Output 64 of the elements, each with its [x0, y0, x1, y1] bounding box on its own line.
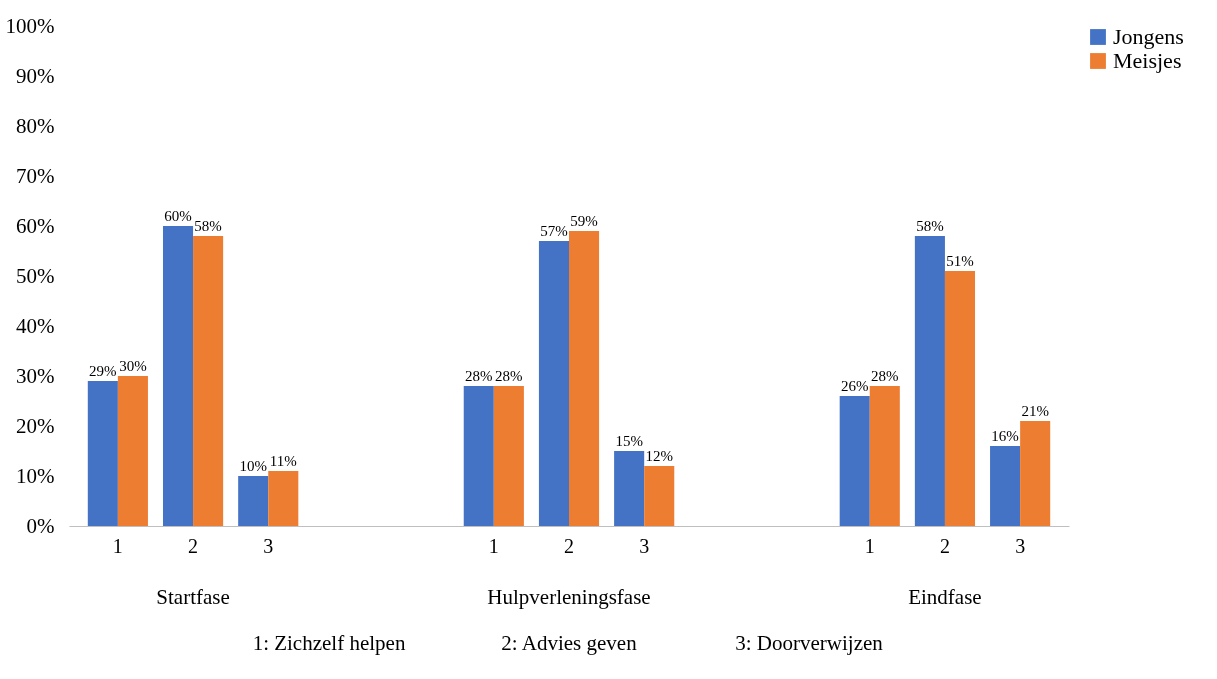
bar	[944, 271, 976, 526]
bar	[569, 231, 600, 526]
y-tick-label: 50%	[16, 263, 55, 288]
text: 1: Zichzelf helpen	[252, 631, 406, 655]
x-tick-label: 1	[488, 534, 499, 557]
bar	[614, 451, 645, 526]
text: Eindfase	[908, 585, 982, 609]
bar	[162, 226, 194, 526]
bar	[268, 471, 299, 526]
data-label: 29%	[89, 363, 117, 379]
y-tick-label: 90%	[16, 63, 55, 88]
data-label: 21%	[1021, 403, 1049, 419]
y-tick-label: 100%	[5, 13, 55, 38]
bar	[644, 466, 675, 526]
bar	[839, 396, 870, 526]
y-tick-label: 80%	[16, 113, 55, 138]
data-label: 59%	[570, 213, 598, 229]
text: Hulpverleningsfase	[487, 585, 651, 609]
data-label: 58%	[194, 218, 222, 234]
y-tick-label: 10%	[16, 463, 55, 488]
bar	[117, 376, 148, 526]
text: 2: Advies geven	[501, 631, 638, 655]
data-label: 57%	[540, 223, 568, 239]
y-tick-label: 30%	[16, 363, 55, 388]
x-tick-label: 1	[864, 534, 875, 557]
data-label: 11%	[269, 453, 297, 469]
y-tick-label: 0%	[26, 513, 55, 538]
data-label: 60%	[164, 208, 192, 224]
x-tick-label: 2	[564, 534, 574, 557]
data-label: 30%	[119, 358, 147, 374]
bar	[1020, 421, 1051, 526]
data-label: 51%	[946, 253, 974, 269]
y-tick-label: 20%	[16, 413, 55, 438]
data-label: 10%	[239, 458, 267, 474]
data-label: 28%	[495, 368, 523, 384]
data-label: 16%	[991, 428, 1019, 444]
legend-label: Jongens	[1113, 24, 1184, 49]
y-tick-label: 40%	[16, 313, 55, 338]
data-label: 12%	[645, 448, 673, 464]
data-label: 15%	[615, 433, 643, 449]
data-label: 58%	[916, 218, 944, 234]
bar	[463, 386, 494, 526]
x-tick-label: 3	[263, 534, 274, 557]
bar	[538, 241, 569, 526]
y-tick-label: 70%	[16, 163, 55, 188]
bar	[869, 386, 900, 526]
bar	[914, 236, 945, 526]
data-label: 28%	[871, 368, 899, 384]
text: 3: Doorverwijzen	[735, 631, 884, 655]
x-tick-label: 3	[1015, 534, 1026, 557]
bar	[493, 386, 524, 526]
x-tick-label: 2	[939, 534, 950, 557]
bar	[193, 236, 224, 526]
x-tick-label: 3	[639, 534, 650, 557]
text: Startfase	[156, 585, 230, 609]
legend-label: Meisjes	[1113, 48, 1182, 73]
data-label: 26%	[840, 378, 869, 394]
x-tick-label: 1	[112, 534, 123, 557]
x-tick-label: 2	[188, 534, 199, 557]
bar	[238, 476, 269, 526]
bar	[87, 381, 118, 526]
data-label: 28%	[465, 368, 493, 384]
bar	[990, 446, 1021, 526]
y-tick-label: 60%	[16, 213, 55, 238]
